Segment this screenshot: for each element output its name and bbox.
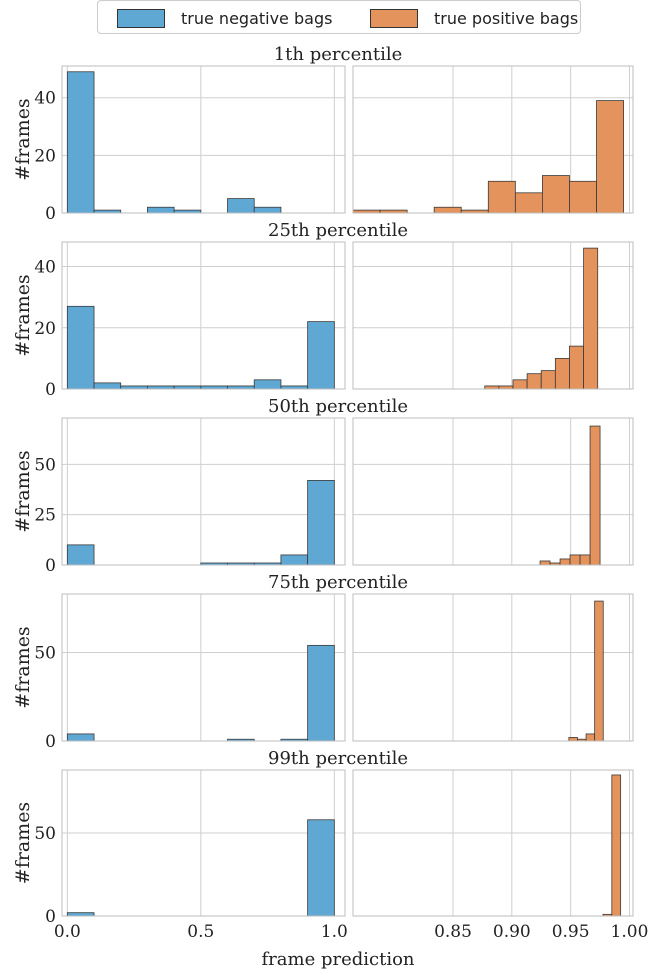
- axes-frame-right: [352, 769, 634, 917]
- histogram-bar-left: [66, 544, 95, 566]
- x-tick-label-right: 1.00: [611, 922, 649, 942]
- histogram-bar-right: [433, 206, 462, 214]
- y-tick-label: 25: [34, 506, 56, 526]
- histogram-bar-left: [66, 71, 95, 214]
- y-tick-label: 0: [45, 907, 56, 927]
- axes-frame-right: [352, 593, 634, 742]
- legend-swatch-negative: [117, 8, 165, 28]
- legend-swatch-positive: [370, 8, 418, 28]
- panel-title: 50th percentile: [268, 396, 408, 417]
- histogram-bar-right: [487, 180, 516, 214]
- panel-title: 25th percentile: [268, 220, 408, 241]
- histogram-bar-left: [93, 382, 122, 390]
- y-axis-label: #frames: [12, 98, 34, 180]
- y-tick-label: 50: [34, 824, 56, 844]
- legend-label-negative: true negative bags: [181, 8, 333, 28]
- histogram-bar-left: [66, 305, 95, 390]
- histogram-bar-left: [307, 480, 335, 566]
- y-tick-label: 40: [34, 258, 56, 278]
- panel-title: 1th percentile: [274, 44, 403, 65]
- histogram-bar-right: [589, 425, 601, 566]
- axes-frame-left: [61, 417, 346, 566]
- legend-item-negative: true negative bags: [117, 6, 332, 30]
- histogram-bar-right: [611, 774, 622, 917]
- histogram-bar-left: [66, 733, 95, 742]
- legend-item-positive: true positive bags: [370, 6, 578, 30]
- histogram-bar-right: [596, 100, 624, 214]
- histogram-bar-right: [526, 373, 542, 390]
- histogram-bar-right: [569, 345, 584, 390]
- axes-frame-left: [61, 593, 346, 742]
- histogram-bar-left: [307, 321, 335, 390]
- x-tick-label-left: 0.0: [54, 922, 81, 942]
- histogram-bar-left: [253, 206, 282, 214]
- y-tick-label: 0: [45, 204, 56, 224]
- histogram-bar-left: [280, 554, 309, 566]
- y-tick-label: 20: [34, 146, 56, 166]
- y-tick-label: 0: [45, 556, 56, 576]
- histogram-bar-right: [569, 554, 581, 566]
- histogram-bar-right: [585, 733, 596, 742]
- histogram-bar-right: [583, 247, 599, 390]
- axes-frame-right: [352, 241, 634, 390]
- histogram-bar-right: [542, 175, 570, 214]
- axes-frame-right: [352, 417, 634, 566]
- y-tick-label: 0: [45, 380, 56, 400]
- histogram-bar-left: [307, 644, 335, 742]
- histogram-bar-right: [512, 379, 528, 390]
- y-tick-label: 50: [34, 455, 56, 475]
- histogram-bar-left: [147, 206, 175, 214]
- x-tick-label-right: 0.90: [493, 922, 531, 942]
- y-tick-label: 20: [34, 319, 56, 339]
- histogram-bar-left: [227, 198, 255, 214]
- histogram-bar-right: [554, 357, 570, 390]
- axes-frame-left: [61, 769, 346, 917]
- legend: true negative bags true positive bags: [97, 0, 581, 34]
- histogram-bar-left: [253, 379, 282, 390]
- histogram-bar-right: [540, 370, 556, 390]
- histogram-bar-right: [539, 560, 551, 566]
- histogram-bar-right: [514, 192, 543, 214]
- y-axis-label: #frames: [12, 274, 34, 356]
- y-tick-label: 0: [45, 732, 56, 752]
- panel-title: 75th percentile: [268, 572, 408, 593]
- axes-frame-left: [61, 65, 346, 214]
- panel-title: 99th percentile: [268, 748, 408, 769]
- x-tick-label-right: 0.95: [552, 922, 590, 942]
- y-tick-label: 40: [34, 89, 56, 109]
- x-tick-label-left: 0.5: [187, 922, 214, 942]
- x-axis-label: frame prediction: [262, 949, 415, 970]
- histogram-bar-right: [594, 600, 604, 742]
- y-tick-label: 50: [34, 643, 56, 663]
- histogram-bar-right: [579, 554, 591, 566]
- histogram-bar-left: [307, 819, 335, 917]
- y-axis-label: #frames: [12, 802, 34, 884]
- x-tick-label-right: 0.85: [434, 922, 472, 942]
- y-axis-label: #frames: [12, 450, 34, 532]
- y-axis-label: #frames: [12, 626, 34, 708]
- histogram-bar-right: [569, 180, 597, 214]
- histogram-bar-right: [568, 737, 578, 742]
- histogram-bar-right: [559, 558, 571, 566]
- x-tick-label-left: 1.0: [321, 922, 348, 942]
- legend-label-positive: true positive bags: [434, 8, 579, 28]
- axes-frame-left: [61, 241, 346, 390]
- axes-frame-right: [352, 65, 634, 214]
